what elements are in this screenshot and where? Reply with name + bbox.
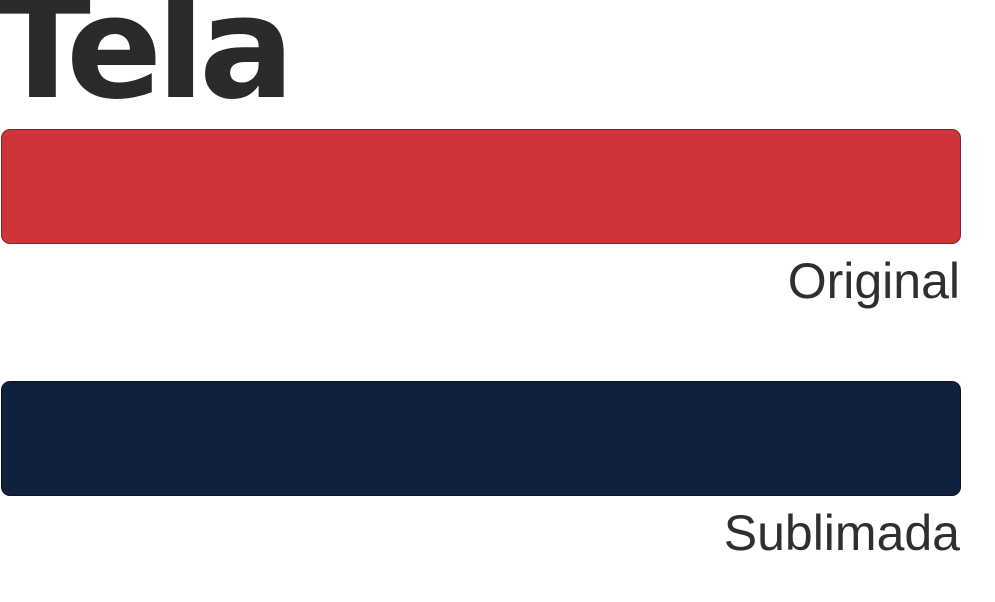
color-swatch-original (1, 129, 961, 244)
color-swatch-sublimada (1, 381, 961, 496)
swatch-label-original: Original (787, 253, 960, 309)
page-title: Tela (0, 0, 295, 131)
swatch-label-sublimada: Sublimada (723, 505, 960, 561)
